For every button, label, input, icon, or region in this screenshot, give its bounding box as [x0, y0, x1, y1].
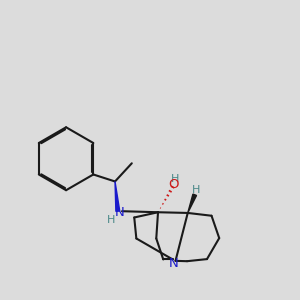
Text: H: H [192, 185, 201, 195]
Text: O: O [168, 178, 178, 191]
Polygon shape [188, 194, 197, 213]
Text: N: N [169, 257, 178, 270]
Polygon shape [115, 182, 120, 212]
Text: H: H [171, 174, 180, 184]
Text: H: H [107, 215, 116, 225]
Text: N: N [115, 206, 124, 219]
